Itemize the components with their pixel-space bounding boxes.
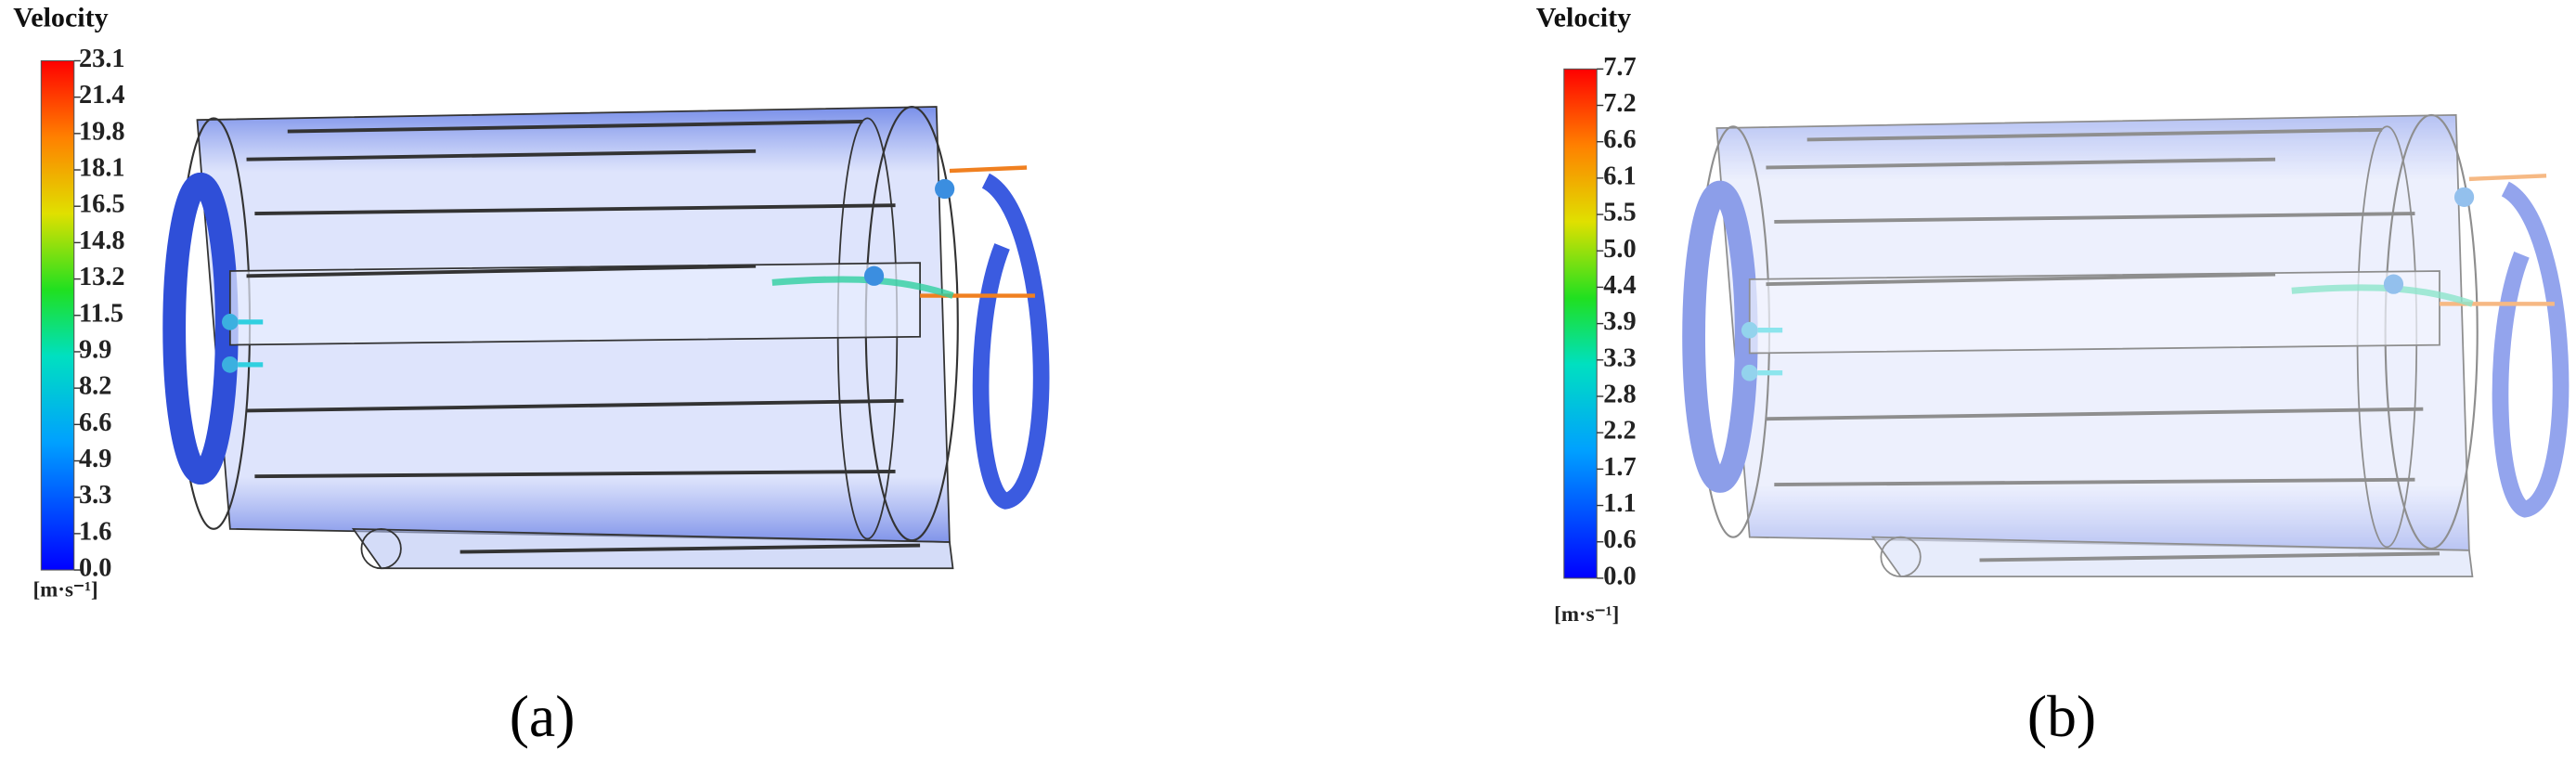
colorbar-label: 7.7 (1603, 53, 1636, 82)
colorbar-label: 9.9 (79, 335, 111, 364)
colorbar-label: 14.8 (79, 226, 125, 255)
colorbar-label: 16.5 (79, 190, 125, 219)
colorbar-label: 13.2 (79, 263, 125, 291)
colorbar-label: 4.4 (1603, 271, 1636, 300)
colorbar-label: 11.5 (79, 299, 123, 328)
colorbar-label: 6.6 (1603, 125, 1636, 154)
cfd-render-a (175, 107, 1042, 568)
panel-caption: (b) (2027, 683, 2096, 749)
colorbar-label: 23.1 (79, 45, 125, 73)
colorbar-label: 0.0 (79, 554, 111, 583)
colorbar-label: 18.1 (79, 154, 125, 183)
colorbar-title: Velocity (13, 1, 108, 32)
colorbar-label: 3.9 (1603, 307, 1636, 336)
colorbar-label: 4.9 (79, 445, 111, 473)
colorbar-label: 7.2 (1603, 89, 1636, 118)
panel-caption: (a) (510, 683, 576, 749)
colorbar-label: 6.1 (1603, 162, 1636, 190)
unit-label: [m·s⁻¹] (1554, 602, 1619, 626)
colorbar-label: 5.5 (1603, 199, 1636, 227)
colorbar-label: 5.0 (1603, 235, 1636, 264)
colorbar-label: 19.8 (79, 117, 125, 146)
unit-label: [m·s⁻¹] (32, 577, 97, 601)
colorbar-label: 3.3 (1603, 343, 1636, 372)
colorbar-label: 0.6 (1603, 525, 1636, 554)
colorbar-label: 1.7 (1603, 453, 1636, 482)
colorbar-label: 2.2 (1603, 417, 1636, 446)
colorbar-label: 8.2 (79, 372, 111, 401)
colorbar-label: 6.6 (79, 408, 111, 437)
colorbar-title: Velocity (1536, 1, 1631, 32)
colorbar (40, 59, 75, 571)
colorbar (1563, 68, 1598, 579)
colorbar-label: 3.3 (79, 481, 111, 510)
colorbar-label: 1.1 (1603, 489, 1636, 518)
colorbar-label: 1.6 (79, 517, 111, 546)
colorbar-label: 0.0 (1603, 562, 1636, 590)
colorbar-label: 21.4 (79, 81, 125, 110)
cfd-render-b (1694, 115, 2561, 576)
colorbar-label: 2.8 (1603, 380, 1636, 408)
